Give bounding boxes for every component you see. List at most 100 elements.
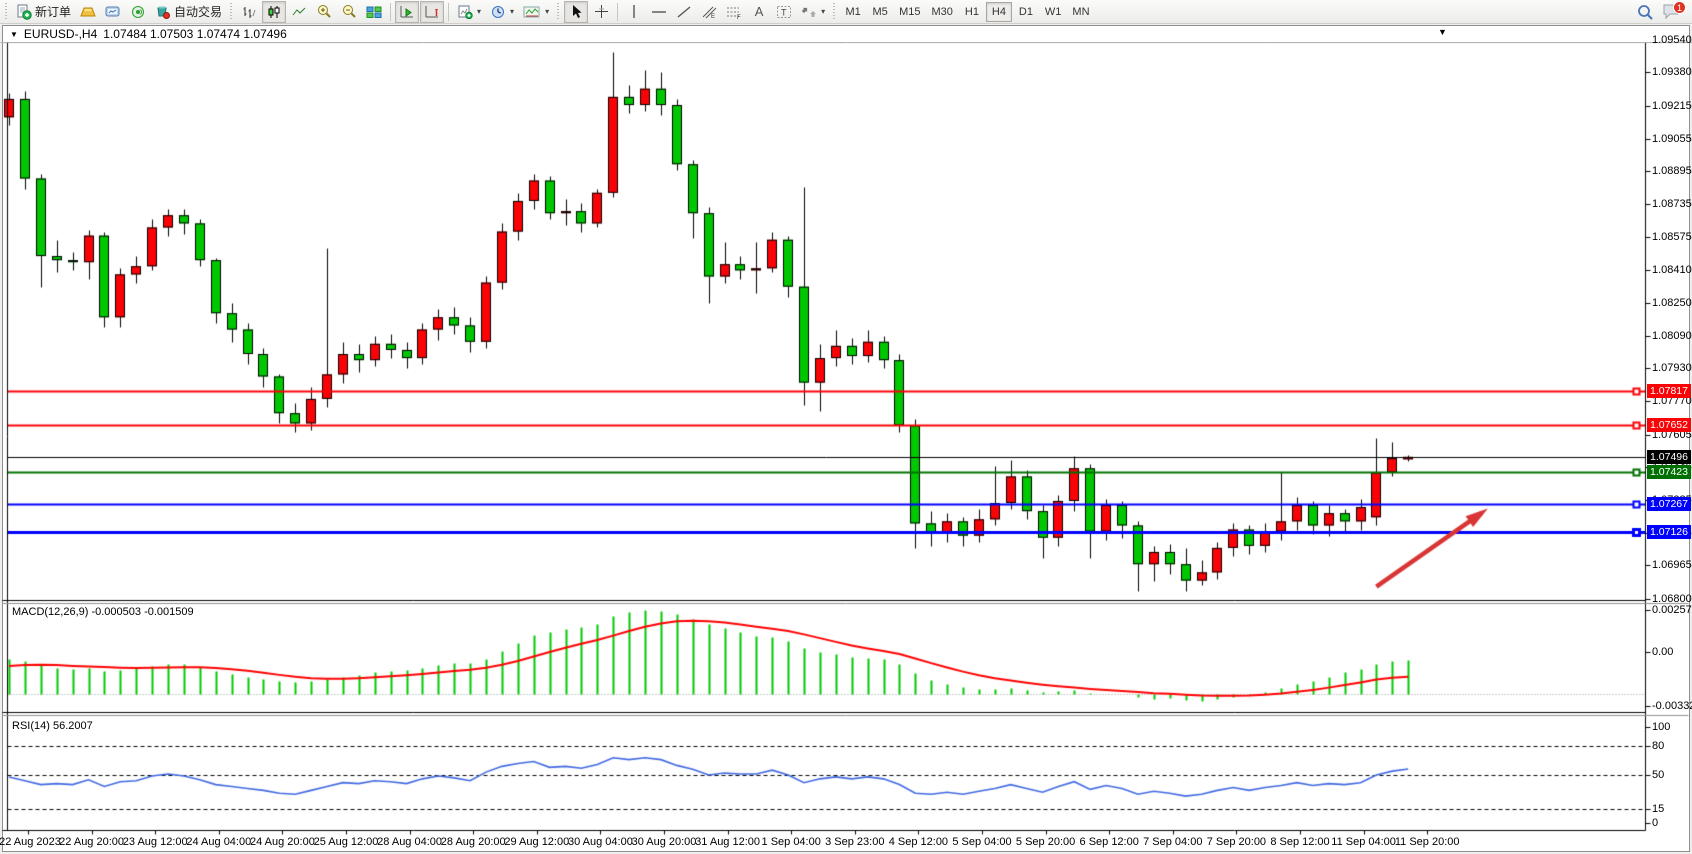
time-axis-label: 3 Sep 23:00 [825, 836, 885, 848]
price-axis-tick-label: 1.08575 [1652, 230, 1692, 243]
price-tag: 1.07126 [1647, 525, 1691, 540]
price-axis-tick-label: 1.09380 [1652, 66, 1692, 79]
timeframe-h1-button[interactable]: H1 [959, 2, 985, 22]
time-axis-label: 6 Sep 12:00 [1079, 836, 1139, 848]
text-label-tool-button[interactable]: T [772, 1, 796, 23]
timeframe-mn-button[interactable]: MN [1067, 2, 1094, 22]
zoom-in-button[interactable] [312, 1, 336, 23]
price-tag: 1.07267 [1647, 496, 1691, 511]
market-watch-icon [105, 5, 121, 19]
time-axis-label: 28 Aug 04:00 [377, 836, 443, 848]
time-axis-label: 22 Aug 2023 [0, 836, 61, 848]
symbol-menu-caret-icon[interactable]: ▼ [10, 29, 18, 39]
fibonacci-icon: F [726, 5, 742, 19]
price-tag: 1.07496 [1647, 449, 1691, 464]
toolbar-separator [390, 2, 392, 21]
signals-button[interactable] [126, 1, 150, 23]
auto-trading-button[interactable]: 自动交易 [151, 1, 226, 23]
price-tag: 1.07817 [1647, 384, 1691, 399]
horizontal-line-tool-button[interactable] [647, 1, 671, 23]
chart-shift-marker-icon[interactable]: ▼ [1438, 27, 1447, 37]
toolbar-right: 1 [1636, 0, 1690, 22]
price-axis-tick-label: 1.08735 [1652, 198, 1692, 211]
rsi-axis-tick-label: 80 [1652, 740, 1665, 753]
gold-ingot-icon [80, 5, 96, 19]
chart-canvas[interactable] [0, 42, 1692, 854]
svg-text:F: F [737, 15, 741, 19]
toolbar-grip[interactable] [556, 2, 562, 21]
time-axis-label: 28 Aug 20:00 [440, 836, 506, 848]
rsi-axis-tick-label: 50 [1652, 769, 1665, 781]
toolbar-grip[interactable] [229, 2, 235, 21]
timeframe-w1-button[interactable]: W1 [1040, 2, 1067, 22]
timeframe-m30-button[interactable]: M30 [927, 2, 958, 22]
candlestick-chart-icon [266, 5, 282, 19]
time-axis-label: 7 Sep 04:00 [1143, 836, 1203, 848]
time-axis-label: 30 Aug 20:00 [631, 836, 697, 848]
new-order-label: 新订单 [35, 5, 72, 19]
cursor-tool-button[interactable] [564, 0, 589, 23]
svg-text:T: T [781, 7, 787, 17]
time-axis-label: 11 Sep 20:00 [1394, 836, 1460, 848]
auto-scroll-button[interactable] [395, 0, 420, 23]
macd-axis-tick-label: 0.002572 [1652, 603, 1692, 616]
time-axis-label: 25 Aug 12:00 [313, 836, 379, 848]
chart-title-row: ▼ EURUSD-,H4 1.07484 1.07503 1.07474 1.0… [2, 26, 1692, 42]
timeframe-m15-button[interactable]: M15 [894, 2, 925, 22]
horizontal-line-icon [651, 5, 667, 19]
auto-scroll-icon [399, 5, 415, 19]
equidistant-channel-icon: E [701, 5, 717, 19]
fibonacci-tool-button[interactable]: F [722, 1, 746, 23]
time-axis-label: 23 Aug 12:00 [122, 836, 188, 848]
new-order-button[interactable]: 新订单 [12, 1, 75, 23]
new-chart-button[interactable]: ▾ [453, 1, 485, 23]
crosshair-icon [594, 4, 609, 19]
new-chart-icon [457, 5, 473, 19]
chart-profile-button[interactable] [76, 1, 100, 23]
candlestick-chart-button[interactable] [262, 0, 287, 23]
crosshair-tool-button[interactable] [589, 1, 613, 23]
macd-axis-tick-label: 0.00 [1652, 646, 1674, 658]
chart-quote-ohlc: 1.07484 1.07503 1.07474 1.07496 [103, 27, 287, 41]
bar-chart-icon [241, 5, 257, 19]
market-watch-button[interactable] [101, 1, 125, 23]
indicators-button[interactable]: ▾ [519, 1, 553, 23]
price-axis-tick-label: 1.08090 [1652, 329, 1692, 342]
vertical-line-tool-button[interactable] [622, 1, 646, 23]
timeframe-m1-button[interactable]: M1 [840, 2, 866, 22]
zoom-out-icon [341, 4, 357, 19]
zoom-out-button[interactable] [337, 1, 361, 23]
chart-shift-button[interactable] [420, 0, 445, 23]
chevron-down-icon: ▾ [477, 7, 482, 16]
toolbar-grip[interactable] [4, 2, 9, 21]
text-label-icon: T [776, 5, 792, 19]
indicators-icon [523, 5, 541, 19]
trendline-icon [676, 5, 692, 19]
notification-badge: 1 [1673, 0, 1686, 14]
price-axis-tick-label: 1.08250 [1652, 297, 1692, 309]
tile-windows-button[interactable] [362, 1, 386, 23]
arrows-tool-button[interactable]: ▾ [797, 1, 829, 23]
bar-chart-button[interactable] [237, 1, 261, 23]
notifications-button[interactable]: 1 [1662, 0, 1686, 22]
time-axis-label: 22 Aug 20:00 [59, 836, 125, 848]
profiles-clock-button[interactable]: ▾ [486, 1, 518, 23]
rsi-axis-tick-label: 15 [1652, 802, 1665, 815]
time-axis-label: 29 Aug 12:00 [504, 836, 570, 848]
cursor-icon [569, 4, 583, 19]
line-chart-button[interactable] [287, 1, 311, 23]
time-axis-label: 11 Sep 04:00 [1331, 836, 1396, 848]
timeframe-d1-button[interactable]: D1 [1013, 2, 1039, 22]
toolbar-grip[interactable] [832, 2, 838, 21]
trendline-tool-button[interactable] [672, 1, 696, 23]
channel-tool-button[interactable]: E [697, 1, 721, 23]
timeframe-m5-button[interactable]: M5 [867, 2, 893, 22]
time-axis-label: 1 Sep 04:00 [761, 836, 821, 848]
zoom-in-icon [316, 4, 332, 19]
search-icon[interactable] [1636, 3, 1654, 21]
time-axis-label: 5 Sep 04:00 [952, 836, 1012, 848]
text-tool-button[interactable]: A [747, 1, 771, 23]
timeframe-h4-button[interactable]: H4 [985, 1, 1012, 22]
price-axis-tick-label: 1.06965 [1652, 559, 1692, 572]
vertical-line-icon [628, 4, 640, 19]
